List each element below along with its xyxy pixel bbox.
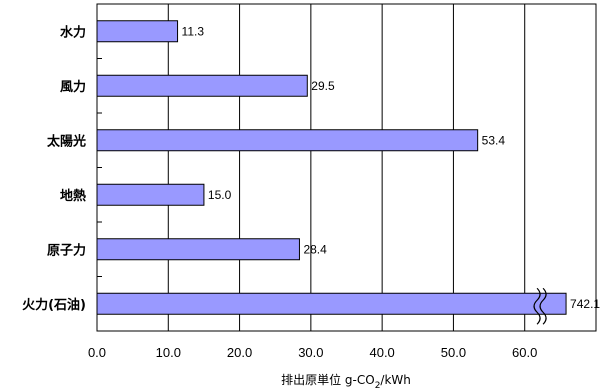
x-tick-label-30: 30.0 <box>298 345 323 360</box>
x-tick-label-40: 40.0 <box>369 345 394 360</box>
data-label-0: 11.3 <box>182 24 205 38</box>
category-label-1: 風力 <box>60 79 86 95</box>
data-label-1: 29.5 <box>311 79 335 93</box>
x-axis-title: 排出原単位 g-CO2/kWh <box>281 372 411 391</box>
x-tick-label-60: 60.0 <box>512 345 537 360</box>
data-label-2: 53.4 <box>482 133 506 147</box>
bar-1 <box>96 74 308 97</box>
category-label-4: 原子力 <box>47 242 86 258</box>
data-label-3: 15.0 <box>208 188 232 202</box>
plot-frame <box>96 3 597 332</box>
category-label-3: 地熱 <box>60 188 86 204</box>
data-label-5: 742.1 <box>570 297 600 311</box>
bar-0 <box>96 20 179 43</box>
category-label-0: 水力 <box>60 24 86 40</box>
bar-2 <box>96 129 479 152</box>
bar-3 <box>96 183 205 206</box>
x-tick-label-0: 0.0 <box>88 345 106 360</box>
axis-break-mark <box>533 287 541 325</box>
bars: 11.3 29.5 53.4 15.0 28.4 742.1 <box>96 20 600 325</box>
grid <box>96 3 597 332</box>
category-label-5: 火力(石油) <box>22 297 86 313</box>
x-tick-label-20: 20.0 <box>227 345 252 360</box>
x-tick-label-50: 50.0 <box>441 345 466 360</box>
category-label-2: 太陽光 <box>46 133 86 149</box>
x-tick-label-10: 10.0 <box>156 345 181 360</box>
bar-4 <box>96 238 300 261</box>
axis-break-mark <box>539 287 547 325</box>
data-label-4: 28.4 <box>303 242 327 256</box>
bar-5 <box>96 292 567 315</box>
x-tick-labels: 0.0 10.0 20.0 30.0 40.0 50.0 60.0 <box>88 345 537 360</box>
